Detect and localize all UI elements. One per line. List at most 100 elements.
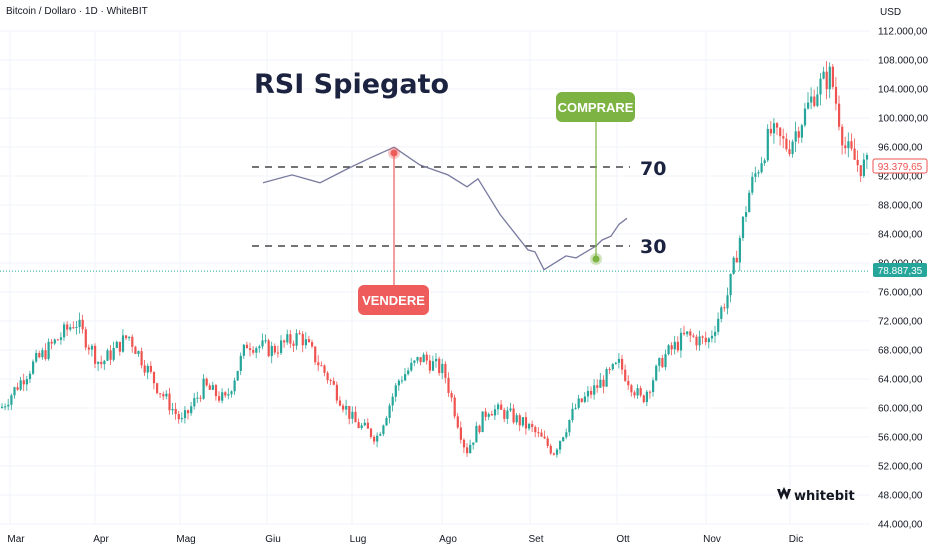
- candle-up: [230, 391, 233, 395]
- candle-down: [329, 380, 332, 382]
- candle-up: [180, 418, 183, 420]
- y-tick-label: 52.000,00: [878, 462, 923, 473]
- candle-up: [555, 449, 559, 455]
- candle-up: [506, 410, 509, 419]
- candle-up: [28, 373, 32, 380]
- candle-up: [13, 387, 16, 396]
- candle-up: [475, 425, 478, 443]
- candle-up: [493, 409, 497, 416]
- candle-up: [190, 406, 193, 414]
- candle-down: [444, 363, 447, 378]
- candle-up: [794, 131, 797, 142]
- candle-down: [326, 372, 329, 381]
- candle-up: [221, 392, 224, 401]
- x-tick-label: Nov: [703, 534, 721, 545]
- line-price-label: 78.887,35: [878, 266, 923, 277]
- y-tick-label: 76.000,00: [878, 288, 923, 299]
- buy-callout-box: [556, 92, 635, 122]
- candle-up: [568, 419, 571, 433]
- y-tick-label: 44.000,00: [878, 520, 923, 531]
- whitebit-logo-icon: [777, 487, 791, 500]
- x-tick-label: Apr: [93, 534, 109, 545]
- candle-down: [590, 390, 593, 395]
- candle-up: [754, 173, 757, 177]
- candle-down: [357, 422, 360, 429]
- candle-down: [214, 385, 218, 397]
- candle-up: [404, 374, 407, 381]
- candle-up: [571, 408, 574, 420]
- candle-up: [710, 335, 714, 339]
- candle-down: [531, 424, 534, 428]
- candle-up: [407, 370, 410, 375]
- candle-up: [25, 379, 28, 385]
- candle-down: [159, 393, 162, 395]
- candle-up: [717, 318, 720, 332]
- candle-up: [686, 331, 689, 335]
- candle-up: [760, 163, 763, 173]
- candle-down: [162, 394, 165, 397]
- candle-up: [605, 369, 608, 387]
- candle-down: [66, 324, 69, 330]
- candle-up: [732, 257, 735, 274]
- candle-down: [168, 393, 171, 411]
- candle-down: [369, 428, 373, 437]
- candle-down: [552, 453, 555, 455]
- candle-down: [834, 86, 838, 104]
- candle-down: [453, 397, 456, 417]
- candle-down: [518, 415, 521, 426]
- candle-down: [208, 385, 211, 390]
- candle-down: [602, 379, 605, 387]
- candle-up: [757, 172, 760, 174]
- candle-down: [633, 392, 636, 396]
- candle-up: [115, 341, 118, 348]
- candle-down: [723, 307, 726, 309]
- candle-down: [856, 159, 859, 166]
- candle-down: [56, 339, 59, 341]
- candle-up: [487, 414, 490, 417]
- candle-down: [701, 336, 704, 338]
- candle-up: [763, 160, 766, 164]
- candle-up: [521, 417, 524, 426]
- candle-down: [366, 422, 369, 429]
- candle-up: [738, 238, 741, 263]
- candle-down: [149, 365, 152, 372]
- candle-down: [44, 350, 47, 359]
- candle-down: [683, 332, 686, 335]
- candle-down: [289, 334, 292, 344]
- candle-up: [239, 355, 242, 371]
- candle-up: [720, 307, 723, 319]
- candle-down: [320, 365, 323, 367]
- candle-down: [245, 344, 249, 349]
- candle-up: [729, 273, 732, 296]
- candle-up: [679, 332, 683, 351]
- current-price-tag: [872, 158, 928, 174]
- candle-down: [543, 436, 546, 439]
- candle-up: [233, 380, 236, 392]
- candle-down: [853, 148, 856, 160]
- candle-up: [658, 358, 661, 366]
- y-tick-label: 100.000,00: [878, 114, 928, 125]
- x-tick-label: Ott: [616, 534, 630, 545]
- candle-down: [859, 165, 862, 177]
- rsi-line: [262, 146, 628, 271]
- candle-down: [283, 340, 286, 343]
- candle-up: [69, 327, 72, 330]
- candle-up: [295, 333, 298, 346]
- candle-up: [565, 432, 568, 438]
- candle-up: [255, 348, 258, 353]
- candle-down: [670, 345, 673, 350]
- candle-up: [304, 339, 307, 346]
- candle-up: [202, 378, 205, 399]
- y-tick-label: 72.000,00: [878, 317, 923, 328]
- candle-up: [4, 406, 7, 408]
- candle-up: [822, 71, 825, 79]
- currency-label: USD: [880, 7, 902, 18]
- whitebit-logo: whitebit: [777, 487, 855, 504]
- candle-down: [546, 438, 549, 446]
- current-price-label: 93.379,65: [878, 162, 923, 173]
- candle-up: [32, 361, 35, 374]
- candle-down: [131, 336, 134, 347]
- candle-up: [497, 404, 500, 410]
- candle-down: [125, 335, 128, 339]
